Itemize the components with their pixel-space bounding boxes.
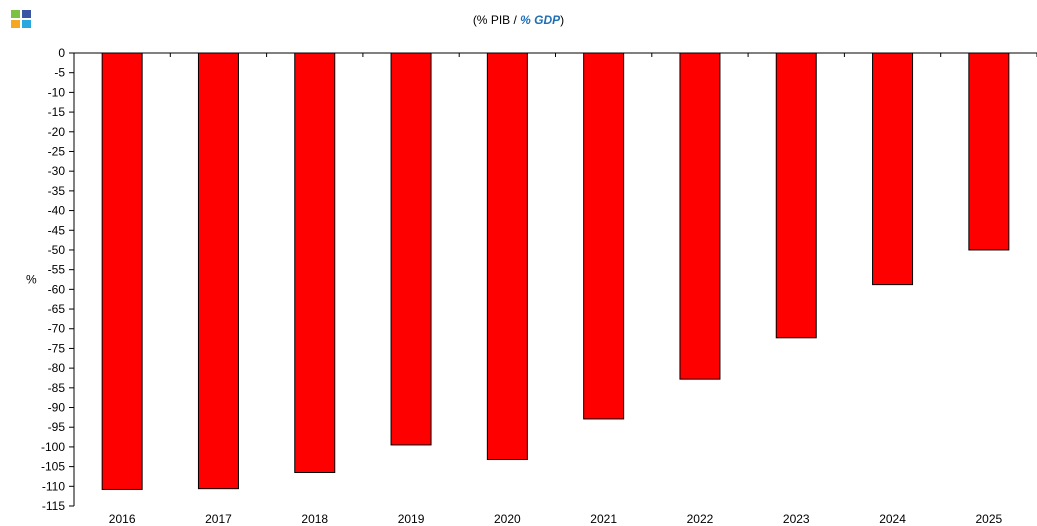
x-tick-label: 2019: [398, 512, 425, 526]
y-tick-label: -85: [48, 381, 66, 395]
x-tick-label: 2025: [975, 512, 1002, 526]
y-tick-label: -50: [48, 243, 66, 257]
x-tick-label: 2017: [205, 512, 232, 526]
y-tick-label: -80: [48, 361, 66, 375]
y-tick-label: -35: [48, 184, 66, 198]
y-tick-label: -25: [48, 144, 66, 158]
logo-icon: [11, 10, 31, 28]
x-tick-label: 2023: [783, 512, 810, 526]
chart-title-gdp: % GDP: [520, 13, 561, 27]
bar: [101, 52, 143, 490]
x-tick-label: 2018: [301, 512, 328, 526]
bar: [872, 52, 914, 286]
y-tick-label: -45: [48, 223, 66, 237]
y-tick-label: -65: [48, 302, 66, 316]
chart-title-suffix: ): [560, 13, 565, 27]
y-tick-label: -100: [41, 440, 65, 454]
y-tick-label: 0: [58, 46, 65, 60]
y-tick-label: -20: [48, 125, 66, 139]
logo-square-green: [11, 10, 20, 18]
y-axis-label: %: [26, 273, 37, 287]
y-tick-label: -115: [42, 499, 65, 513]
x-tick-label: 2021: [590, 512, 617, 526]
chart-title-prefix: (% PIB /: [472, 13, 521, 27]
y-tick-label: -75: [48, 341, 66, 355]
y-tick-label: -105: [41, 460, 65, 474]
bar: [390, 52, 432, 446]
y-tick-label: -40: [48, 204, 66, 218]
y-tick-label: -15: [48, 105, 66, 119]
y-tick-label: -70: [48, 322, 66, 336]
y-tick-label: -5: [54, 66, 65, 80]
bar: [294, 52, 336, 474]
bar: [679, 52, 721, 380]
x-tick-label: 2024: [879, 512, 906, 526]
x-tick-label: 2020: [494, 512, 521, 526]
bar: [197, 52, 239, 490]
logo-square-cyan: [22, 20, 31, 28]
bar: [968, 52, 1010, 251]
y-tick-label: -95: [48, 420, 66, 434]
bar: [775, 52, 817, 339]
logo-square-orange: [11, 20, 20, 28]
y-tick-label: -30: [48, 164, 66, 178]
y-tick-label: -55: [48, 263, 66, 277]
bar: [583, 52, 625, 420]
y-tick-label: -90: [48, 401, 66, 415]
x-tick-label: 2016: [109, 512, 136, 526]
y-tick-label: -110: [42, 479, 65, 493]
x-tick-label: 2022: [687, 512, 714, 526]
y-tick-label: -10: [48, 85, 66, 99]
bar: [486, 52, 528, 461]
logo-square-blue: [22, 10, 31, 18]
chart-title: (% PIB / % GDP): [0, 13, 1037, 27]
y-tick-label: -60: [48, 282, 66, 296]
